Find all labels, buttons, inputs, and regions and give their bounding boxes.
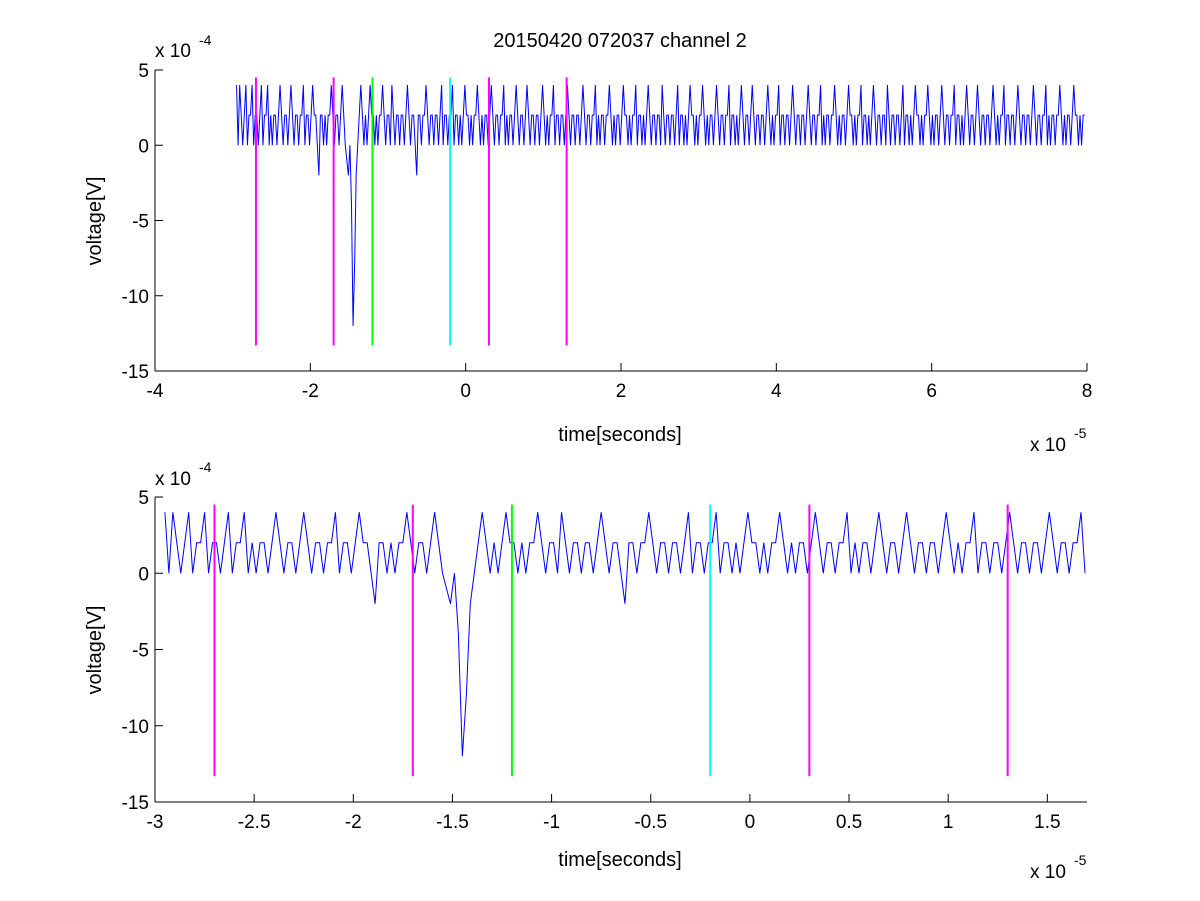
y-tick-label: 5 (138, 61, 149, 82)
x-tick-label: -2 (345, 812, 362, 833)
x-tick-label: 8 (1082, 381, 1093, 402)
x-axis-title: time[seconds] (558, 849, 681, 871)
y-tick-label: 0 (138, 564, 149, 585)
bottom-subplot: x 10 -4 time[seconds] voltage[V] x 10 -5… (84, 459, 1087, 883)
x-tick-label: -2 (302, 381, 319, 402)
x-tick-label: 1.5 (1034, 812, 1060, 833)
x-multiplier-base: x 10 (1030, 862, 1066, 883)
y-tick-label: -10 (122, 717, 149, 738)
x-tick-label: -4 (147, 381, 164, 402)
x-tick-label: -0.5 (634, 812, 667, 833)
x-tick-label: 6 (926, 381, 937, 402)
x-tick-label: -2.5 (238, 812, 271, 833)
y-tick-label: -5 (132, 212, 149, 233)
y-tick-label: -15 (122, 362, 149, 383)
x-tick-label: 0 (745, 812, 756, 833)
x-tick-label: -3 (147, 812, 164, 833)
x-tick-label: 4 (771, 381, 782, 402)
y-tick-label: 5 (138, 488, 149, 509)
y-axis-title: voltage[V] (84, 177, 106, 266)
x-tick-label: 0.5 (836, 812, 862, 833)
y-tick-label: 0 (138, 136, 149, 157)
y-axis-title: voltage[V] (84, 606, 106, 695)
y-multiplier-power: -4 (199, 459, 212, 475)
y-multiplier-power: -4 (199, 32, 212, 48)
x-axis-title: time[seconds] (558, 424, 681, 446)
y-tick-label: -5 (132, 641, 149, 662)
y-multiplier-base: x 10 (155, 469, 191, 490)
x-tick-label: -1 (543, 812, 560, 833)
x-tick-label: 2 (616, 381, 627, 402)
plot-title: 20150420 072037 channel 2 (493, 30, 747, 52)
x-multiplier-power: -5 (1074, 425, 1087, 441)
x-multiplier-base: x 10 (1030, 435, 1066, 456)
top-subplot: 20150420 072037 channel 2 x 10 -4 time[s… (84, 30, 1092, 456)
y-tick-label: -10 (122, 287, 149, 308)
x-tick-label: -1.5 (436, 812, 469, 833)
signal-trace (236, 85, 1085, 326)
x-multiplier-power: -5 (1074, 852, 1087, 868)
y-tick-label: -15 (122, 793, 149, 814)
signal-trace (164, 512, 1086, 757)
y-multiplier-base: x 10 (155, 41, 191, 62)
x-tick-label: 0 (460, 381, 471, 402)
x-tick-label: 1 (943, 812, 954, 833)
